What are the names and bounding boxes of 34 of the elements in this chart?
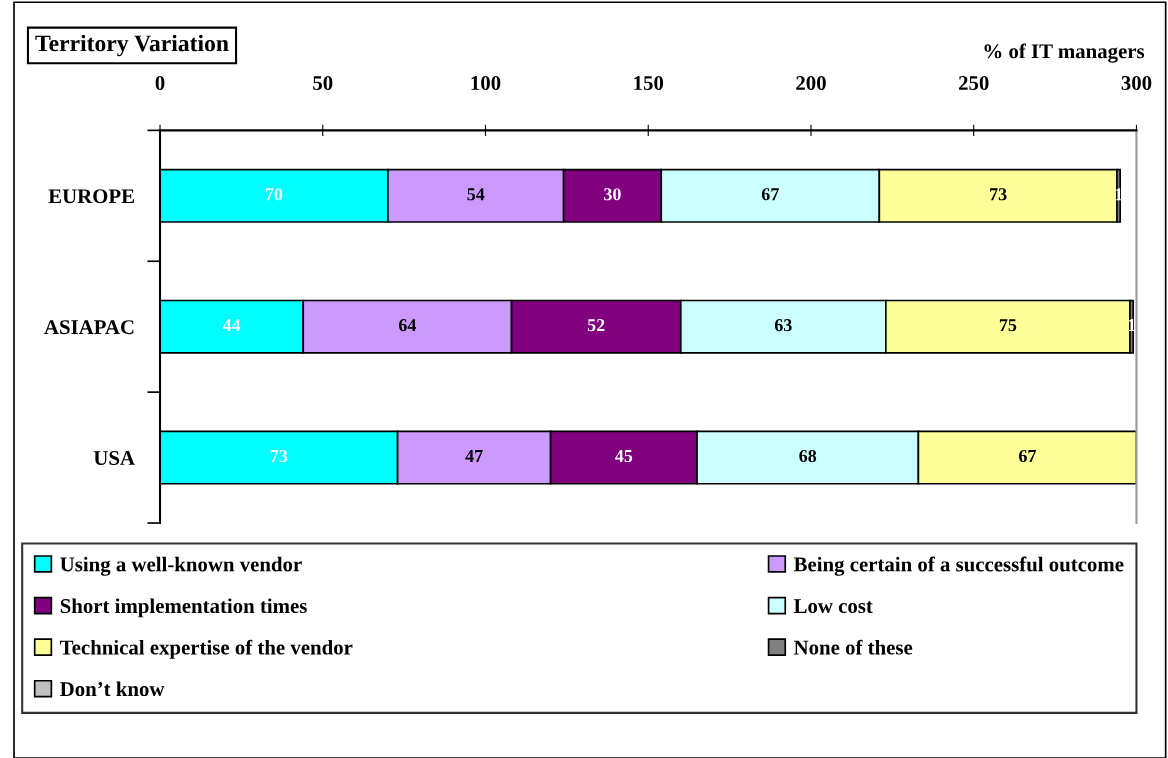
data-label: 44 (222, 319, 241, 332)
legend-label: Low cost (793, 599, 873, 614)
legend-label: Being certain of a successful outcome (793, 556, 1124, 576)
x-tick-label: 50 (313, 75, 333, 91)
legend-label: None of these (793, 639, 913, 655)
y-tick-label: ASIAPAC (44, 320, 134, 335)
chart-title: Territory Variation (35, 34, 229, 57)
data-label: 73 (990, 188, 1007, 201)
data-label: 67 (761, 188, 779, 201)
data-label: 54 (467, 188, 485, 201)
legend-label: Technical expertise of the vendor (60, 639, 353, 659)
x-axis-title: % of IT managers (984, 43, 1145, 63)
legend-label: Don’t know (60, 681, 165, 697)
data-label: 63 (774, 319, 792, 332)
data-label: 64 (398, 319, 417, 332)
x-tick-label: 0 (155, 75, 165, 91)
x-tick-label: 100 (471, 75, 501, 91)
data-label: 30 (604, 188, 621, 201)
data-label: 75 (999, 319, 1017, 332)
y-tick-label: USA (93, 451, 135, 466)
data-label: 68 (799, 449, 817, 463)
data-label: 67 (1019, 449, 1037, 463)
x-tick-label: 150 (634, 75, 664, 91)
legend-label: Short implementation times (60, 598, 307, 618)
data-label: 52 (587, 319, 605, 332)
x-tick-label: 300 (1121, 75, 1152, 91)
y-tick-label: EUROPE (48, 189, 134, 204)
legend-label: Using a well-known vendor (60, 556, 302, 576)
data-label: 70 (265, 188, 283, 201)
data-label: 73 (270, 449, 288, 463)
x-tick-label: 200 (796, 75, 826, 91)
data-label: 47 (465, 450, 483, 462)
x-tick-label: 250 (958, 75, 989, 91)
data-label: 45 (615, 450, 633, 463)
